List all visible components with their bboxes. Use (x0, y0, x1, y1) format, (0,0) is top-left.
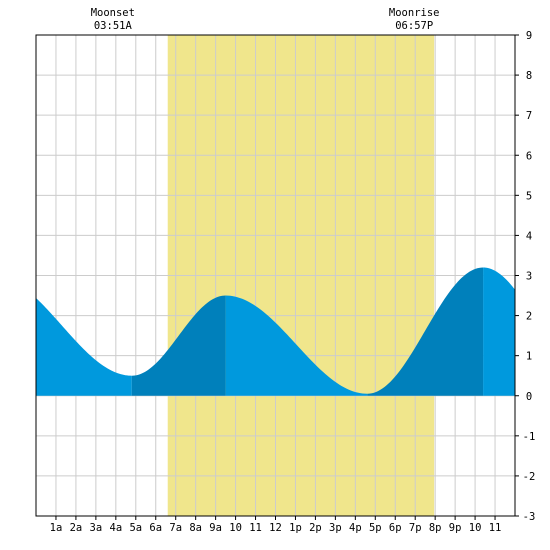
tide-area-group (36, 267, 515, 396)
y-axis-ticks: -3 -2 -1 0 1 2 3 4 5 6 7 8 9 (515, 30, 535, 523)
x-tick-label: 1p (289, 522, 302, 534)
x-tick-label: 5a (129, 522, 142, 534)
y-tick-label: 2 (526, 311, 532, 323)
moonrise-label: Moonrise (389, 7, 440, 19)
x-tick-label: 4a (110, 522, 123, 534)
x-tick-label: 10 (469, 522, 482, 534)
moonset-time: 03:51A (94, 20, 133, 32)
falling-tide-segment (483, 267, 515, 396)
x-tick-label: 3a (90, 522, 103, 534)
y-tick-label: 6 (526, 150, 532, 162)
x-tick-label: 9a (209, 522, 222, 534)
x-tick-label: 2a (70, 522, 83, 534)
moonrise-time: 06:57P (395, 20, 433, 32)
y-tick-label: 5 (526, 190, 532, 202)
x-tick-label: 11 (249, 522, 262, 534)
y-tick-label: -3 (523, 511, 536, 523)
x-tick-label: 9p (449, 522, 462, 534)
x-tick-label: 8a (189, 522, 202, 534)
y-tick-label: 3 (526, 271, 532, 283)
x-tick-label: 3p (329, 522, 342, 534)
x-tick-label: 8p (429, 522, 442, 534)
y-tick-label: 8 (526, 70, 532, 82)
x-tick-label: 5p (369, 522, 382, 534)
falling-tide-segment (225, 295, 368, 396)
x-tick-label: 7p (409, 522, 422, 534)
y-tick-label: 4 (526, 230, 532, 242)
x-tick-label: 1a (50, 522, 63, 534)
x-axis-ticks: 1a 2a 3a 4a 5a 6a 7a 8a 9a 10 11 12 1p 2p 3p 4p 5p 6p 7p 8p… (50, 516, 502, 534)
moonset-label: Moonset (91, 7, 135, 19)
y-tick-label: 0 (526, 391, 532, 403)
x-tick-label: 6p (389, 522, 402, 534)
y-tick-label: -2 (523, 471, 536, 483)
falling-tide-segment (36, 298, 132, 396)
x-tick-label: 6a (149, 522, 162, 534)
y-tick-label: 7 (526, 110, 532, 122)
x-tick-label: 12 (269, 522, 282, 534)
x-tick-label: 10 (229, 522, 242, 534)
y-tick-label: 1 (526, 351, 532, 363)
x-tick-label: 11 (489, 522, 502, 534)
rising-tide-segment (367, 267, 484, 396)
x-tick-label: 4p (349, 522, 362, 534)
y-tick-label: -1 (523, 431, 536, 443)
x-tick-label: 7a (169, 522, 182, 534)
y-tick-label: 9 (526, 30, 532, 42)
grid-lines (36, 35, 515, 516)
x-tick-label: 2p (309, 522, 322, 534)
rising-tide-segment (131, 295, 226, 396)
